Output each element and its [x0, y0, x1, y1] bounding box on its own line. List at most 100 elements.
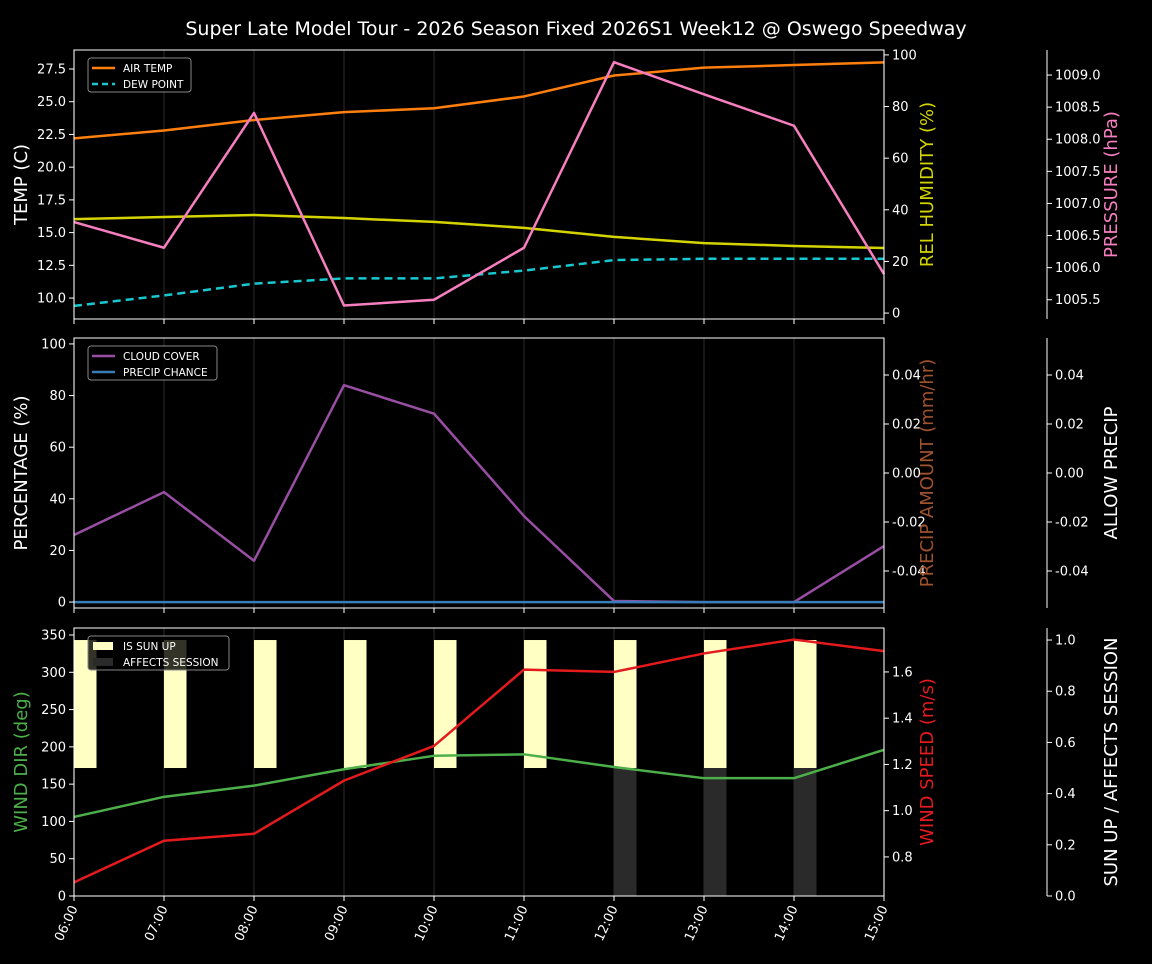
series-line-pres — [73, 60, 886, 307]
y-tick-label-sun: 1.0 — [1055, 634, 1076, 649]
y-tick-label-temp: 17.5 — [37, 193, 66, 208]
y-tick-label-pres: 1006.5 — [1055, 229, 1101, 244]
bar-is-sun-up — [524, 640, 547, 769]
y-tick-label-amt: 0.02 — [892, 417, 921, 432]
legend: CLOUD COVER PRECIP CHANCE — [87, 345, 218, 381]
series-line-dir — [73, 748, 885, 819]
y-tick-label-dir: 250 — [41, 703, 66, 718]
y-tick-label-temp: 25.0 — [37, 95, 66, 110]
legend: AIR TEMP DEW POINT — [87, 57, 192, 93]
y-tick-label-amt: -0.02 — [892, 516, 926, 531]
bar-affects-session — [704, 768, 727, 896]
axis-label-allow: ALLOW PRECIP — [1101, 406, 1122, 539]
y-tick-label-temp: 15.0 — [37, 226, 66, 241]
bar-affects-session — [794, 768, 817, 896]
y-tick-label-allow: -0.04 — [1055, 565, 1089, 580]
y-tick-label-sun: 0.2 — [1055, 838, 1076, 853]
y-tick-label-spd: 1.6 — [892, 665, 913, 680]
y-tick-label-pres: 1007.0 — [1055, 197, 1101, 212]
y-tick-label-pres: 1005.5 — [1055, 293, 1101, 308]
bar-is-sun-up — [434, 640, 457, 769]
y-tick-label-hum: 40 — [892, 203, 909, 218]
y-tick-label-allow: 0.02 — [1055, 417, 1084, 432]
y-tick-label-pres: 1008.0 — [1055, 133, 1101, 148]
y-tick-label-temp: 10.0 — [37, 292, 66, 307]
y-tick-label-dir: 0 — [58, 890, 66, 905]
y-tick-label-pct: 60 — [49, 441, 66, 456]
legend-label: AFFECTS SESSION — [123, 657, 219, 669]
bar-is-sun-up — [254, 640, 277, 769]
y-tick-label-amt: 0.04 — [892, 368, 921, 383]
axis-label-spd: WIND SPEED (m/s) — [917, 678, 938, 846]
legend-swatch — [93, 658, 113, 666]
y-tick-label-pres: 1006.0 — [1055, 261, 1101, 276]
y-tick-label-hum: 60 — [892, 152, 909, 167]
series-line-spd — [73, 638, 885, 884]
y-tick-label-sun: 0.0 — [1055, 890, 1076, 905]
bar-is-sun-up — [704, 640, 727, 769]
bar-is-sun-up — [794, 640, 817, 769]
series-line-hum — [73, 213, 885, 250]
y-tick-label-allow: 0.04 — [1055, 368, 1084, 383]
y-tick-label-pres: 1008.5 — [1055, 101, 1101, 116]
y-tick-label-pct: 100 — [41, 337, 66, 352]
panel-2: 0 20 40 60 80 100 PERCENTAGE (%) -0.04 -0.02 0.00… — [11, 337, 1122, 613]
axis-label-temp: TEMP (C) — [11, 144, 32, 226]
plot-frame — [73, 627, 885, 897]
y-tick-label-pct: 0 — [58, 596, 66, 611]
y-tick-label-dir: 200 — [41, 740, 66, 755]
axis-label-dir: WIND DIR (deg) — [11, 691, 32, 833]
legend-box — [87, 345, 218, 381]
legend-label: PRECIP CHANCE — [123, 367, 208, 379]
y-tick-label-hum: 80 — [892, 100, 909, 115]
y-tick-label-spd: 1.4 — [892, 712, 913, 727]
y-tick-label-dir: 100 — [41, 815, 66, 830]
y-tick-label-hum: 20 — [892, 255, 909, 270]
bar-is-sun-up — [344, 640, 367, 769]
legend-label: IS SUN UP — [123, 641, 176, 653]
legend-label: CLOUD COVER — [123, 351, 200, 363]
legend-box — [87, 635, 230, 671]
plot-frame — [73, 49, 885, 320]
y-tick-label-dir: 50 — [49, 852, 66, 867]
y-tick-label-allow: -0.02 — [1055, 516, 1089, 531]
y-tick-label-sun: 0.8 — [1055, 685, 1076, 700]
chart-title: Super Late Model Tour - 2026 Season Fixe… — [185, 18, 966, 40]
axis-label-amt: PRECIP AMOUNT (mm/hr) — [917, 359, 938, 588]
axis-label-pct: PERCENTAGE (%) — [11, 395, 32, 550]
axis-label-sun: SUN UP / AFFECTS SESSION — [1101, 637, 1122, 886]
y-tick-label-spd: 0.8 — [892, 850, 913, 865]
legend-label: AIR TEMP — [123, 63, 172, 75]
y-tick-label-sun: 0.6 — [1055, 736, 1076, 751]
y-tick-label-temp: 22.5 — [37, 128, 66, 143]
series-line-air-temp — [73, 61, 885, 140]
y-tick-label-dir: 150 — [41, 778, 66, 793]
y-tick-label-sun: 0.4 — [1055, 787, 1076, 802]
legend-swatch — [93, 642, 113, 650]
y-tick-label-temp: 12.5 — [37, 259, 66, 274]
y-tick-label-spd: 1.0 — [892, 804, 913, 819]
y-tick-label-amt: 0.00 — [892, 467, 921, 482]
y-tick-label-hum: 100 — [892, 48, 917, 63]
bar-is-sun-up — [74, 640, 97, 769]
bar-is-sun-up — [164, 640, 187, 769]
y-tick-label-temp: 27.5 — [37, 62, 66, 77]
y-tick-label-pres: 1009.0 — [1055, 69, 1101, 84]
y-tick-label-pct: 40 — [49, 492, 66, 507]
y-tick-label-pct: 80 — [49, 389, 66, 404]
y-tick-label-dir: 350 — [41, 629, 66, 644]
y-tick-label-pres: 1007.5 — [1055, 165, 1101, 180]
y-tick-label-dir: 300 — [41, 666, 66, 681]
y-tick-label-amt: -0.04 — [892, 565, 926, 580]
y-tick-label-spd: 1.2 — [892, 758, 913, 773]
panel-1: 10.0 12.5 15.0 17.5 20.0 22.5 25.0 27.5 TEMP (C)… — [11, 48, 1122, 324]
y-tick-label-hum: 0 — [892, 307, 900, 322]
bar-affects-session — [614, 768, 637, 896]
axis-label-hum: REL HUMIDITY (%) — [917, 102, 938, 267]
bar-is-sun-up — [614, 640, 637, 769]
legend: IS SUN UP AFFECTS SESSION — [87, 635, 230, 671]
legend-label: DEW POINT — [123, 79, 184, 91]
y-tick-label-pct: 20 — [49, 544, 66, 559]
